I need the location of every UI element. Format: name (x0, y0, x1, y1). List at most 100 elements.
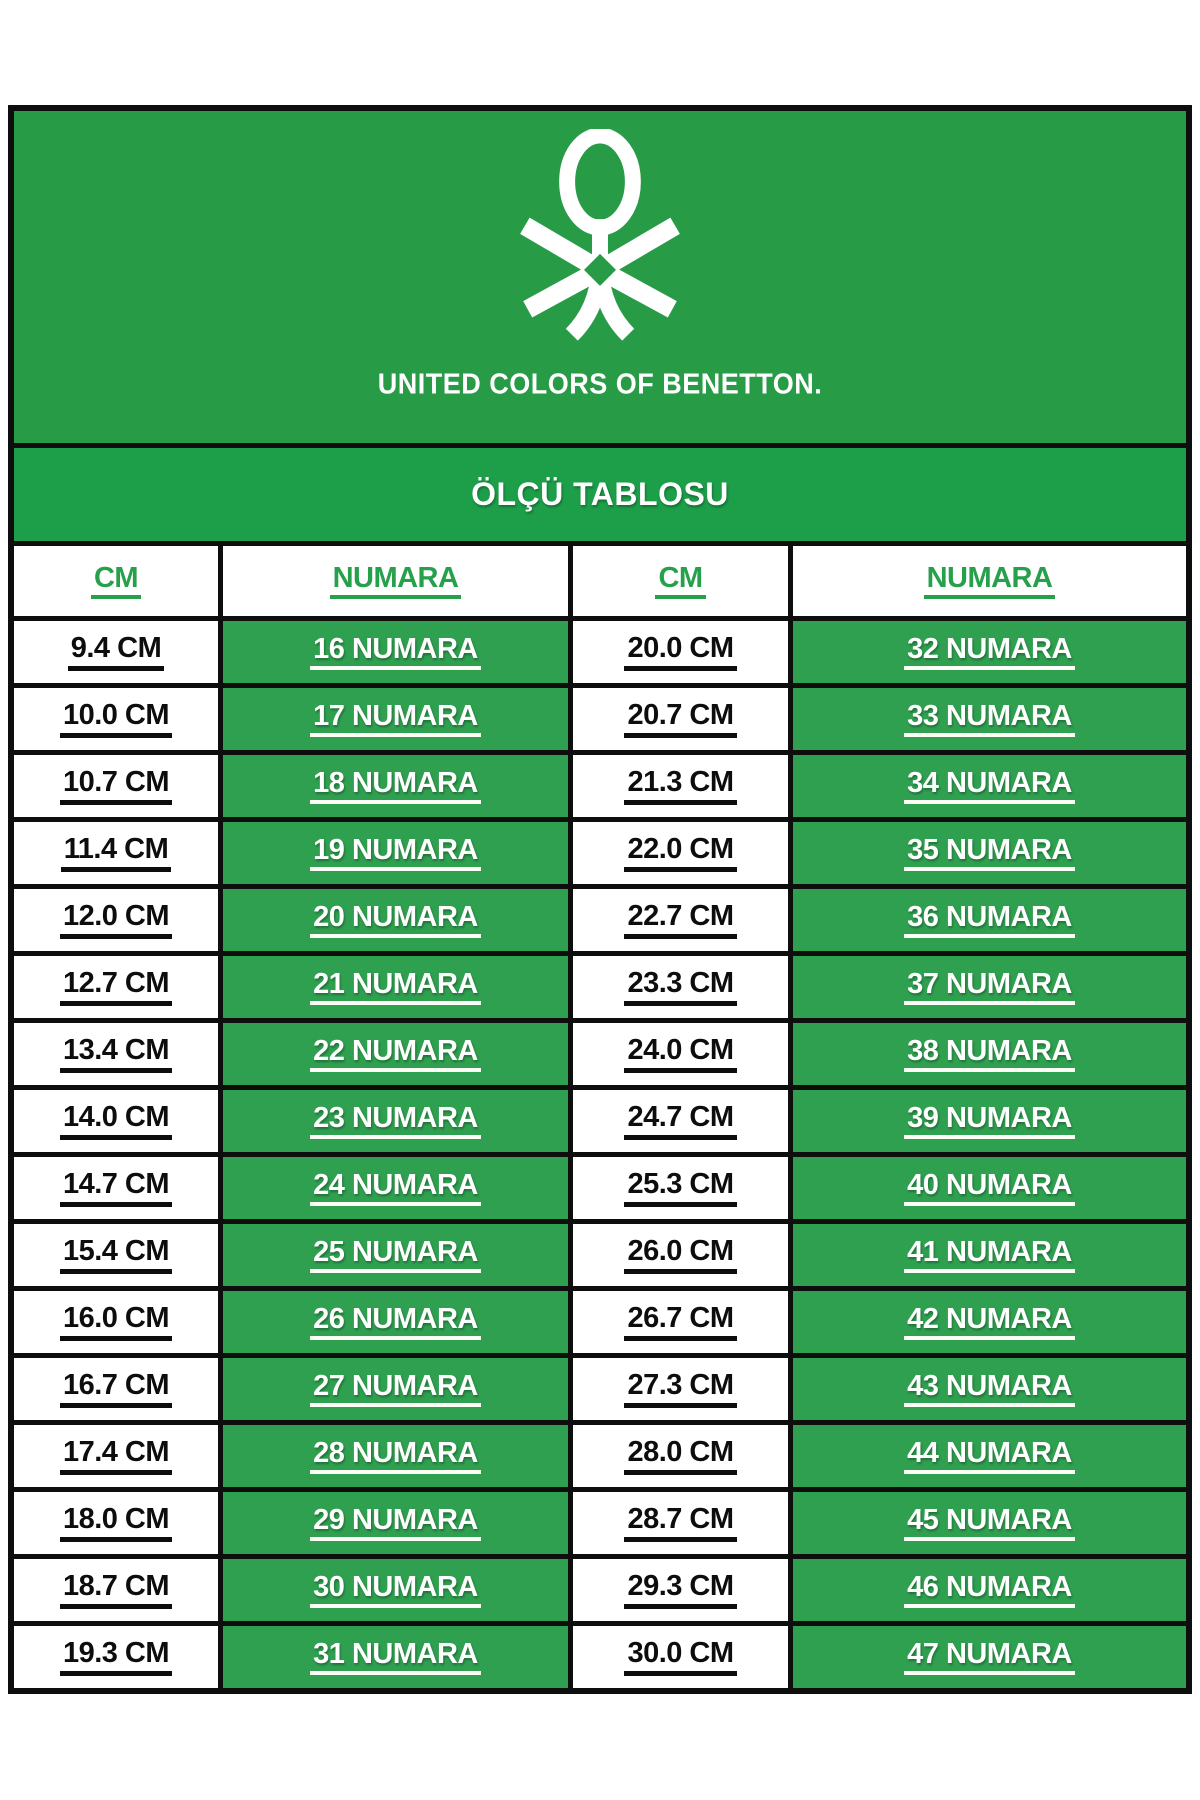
numara-value: 17 NUMARA (310, 700, 481, 738)
numara-value: 32 NUMARA (904, 633, 1075, 671)
column-header-label: NUMARA (923, 562, 1056, 600)
table-row: 14.0 CM 23 NUMARA 24.7 CM 39 NUMARA (14, 1090, 1186, 1152)
cm-cell: 15.4 CM (14, 1224, 218, 1286)
table-row: 10.7 CM 18 NUMARA 21.3 CM 34 NUMARA (14, 755, 1186, 817)
cm-value: 22.0 CM (624, 834, 737, 872)
table-row: 12.0 CM 20 NUMARA 22.7 CM 36 NUMARA (14, 889, 1186, 951)
brand-wordmark: UNITED COLORS OF BENETTON. (377, 368, 823, 400)
numara-cell: 41 NUMARA (793, 1224, 1186, 1286)
numara-value: 36 NUMARA (904, 901, 1075, 939)
numara-cell: 21 NUMARA (223, 956, 568, 1018)
cm-value: 18.0 CM (59, 1504, 173, 1542)
numara-cell: 28 NUMARA (223, 1425, 568, 1487)
cm-cell: 12.7 CM (14, 956, 218, 1018)
cm-cell: 25.3 CM (573, 1157, 788, 1219)
benetton-knot-icon (520, 129, 680, 341)
column-header-label: CM (655, 562, 706, 600)
numara-value: 40 NUMARA (904, 1169, 1075, 1207)
table-title: ÖLÇÜ TABLOSU (471, 476, 729, 512)
cm-cell: 28.7 CM (573, 1492, 788, 1554)
numara-cell: 43 NUMARA (793, 1358, 1186, 1420)
numara-value: 26 NUMARA (310, 1303, 481, 1341)
cm-value: 28.0 CM (624, 1437, 737, 1475)
cm-value: 25.3 CM (624, 1169, 737, 1207)
numara-cell: 27 NUMARA (223, 1358, 568, 1420)
column-header-numara-right: NUMARA (793, 546, 1186, 616)
cm-value: 11.4 CM (60, 834, 172, 872)
cm-cell: 10.7 CM (14, 755, 218, 817)
numara-value: 18 NUMARA (310, 767, 481, 805)
numara-cell: 20 NUMARA (223, 889, 568, 951)
numara-value: 28 NUMARA (310, 1437, 481, 1475)
cm-cell: 27.3 CM (573, 1358, 788, 1420)
numara-value: 45 NUMARA (904, 1504, 1075, 1542)
cm-value: 21.3 CM (624, 767, 737, 805)
table-row: 12.7 CM 21 NUMARA 23.3 CM 37 NUMARA (14, 956, 1186, 1018)
numara-cell: 44 NUMARA (793, 1425, 1186, 1487)
cm-value: 16.0 CM (59, 1303, 173, 1341)
numara-cell: 35 NUMARA (793, 822, 1186, 884)
numara-value: 25 NUMARA (310, 1236, 481, 1274)
numara-value: 41 NUMARA (904, 1236, 1075, 1274)
numara-cell: 31 NUMARA (223, 1626, 568, 1688)
cm-value: 26.7 CM (624, 1303, 737, 1341)
cm-cell: 16.0 CM (14, 1291, 218, 1353)
table-row: 11.4 CM 19 NUMARA 22.0 CM 35 NUMARA (14, 822, 1186, 884)
numara-cell: 40 NUMARA (793, 1157, 1186, 1219)
cm-cell: 30.0 CM (573, 1626, 788, 1688)
numara-value: 37 NUMARA (904, 968, 1075, 1006)
cm-cell: 12.0 CM (14, 889, 218, 951)
cm-value: 14.7 CM (59, 1169, 173, 1207)
numara-value: 19 NUMARA (310, 834, 481, 872)
numara-cell: 25 NUMARA (223, 1224, 568, 1286)
cm-value: 24.0 CM (624, 1035, 737, 1073)
numara-value: 47 NUMARA (904, 1638, 1075, 1676)
numara-cell: 33 NUMARA (793, 688, 1186, 750)
cm-cell: 9.4 CM (14, 621, 218, 683)
cm-value: 15.4 CM (59, 1236, 173, 1274)
numara-value: 20 NUMARA (310, 901, 481, 939)
cm-value: 12.7 CM (59, 968, 173, 1006)
cm-value: 16.7 CM (59, 1370, 173, 1408)
size-chart-panel: UNITED COLORS OF BENETTON. ÖLÇÜ TABLOSU … (8, 105, 1192, 1694)
cm-value: 13.4 CM (59, 1035, 173, 1073)
cm-cell: 20.7 CM (573, 688, 788, 750)
numara-cell: 46 NUMARA (793, 1559, 1186, 1621)
table-header-row: CM NUMARA CM NUMARA (14, 546, 1186, 616)
table-row: 10.0 CM 17 NUMARA 20.7 CM 33 NUMARA (14, 688, 1186, 750)
column-header-cm-right: CM (573, 546, 788, 616)
numara-value: 38 NUMARA (904, 1035, 1075, 1073)
numara-value: 43 NUMARA (904, 1370, 1075, 1408)
table-row: 16.0 CM 26 NUMARA 26.7 CM 42 NUMARA (14, 1291, 1186, 1353)
table-title-band: ÖLÇÜ TABLOSU (14, 448, 1186, 541)
numara-cell: 19 NUMARA (223, 822, 568, 884)
cm-cell: 17.4 CM (14, 1425, 218, 1487)
cm-cell: 20.0 CM (573, 621, 788, 683)
numara-cell: 39 NUMARA (793, 1090, 1186, 1152)
numara-cell: 34 NUMARA (793, 755, 1186, 817)
numara-value: 22 NUMARA (310, 1035, 481, 1073)
numara-value: 27 NUMARA (310, 1370, 481, 1408)
cm-cell: 26.7 CM (573, 1291, 788, 1353)
numara-cell: 42 NUMARA (793, 1291, 1186, 1353)
numara-value: 21 NUMARA (310, 968, 481, 1006)
cm-cell: 19.3 CM (14, 1626, 218, 1688)
table-row: 14.7 CM 24 NUMARA 25.3 CM 40 NUMARA (14, 1157, 1186, 1219)
cm-value: 20.7 CM (624, 700, 737, 738)
cm-value: 22.7 CM (624, 901, 737, 939)
table-row: 19.3 CM 31 NUMARA 30.0 CM 47 NUMARA (14, 1626, 1186, 1688)
numara-cell: 29 NUMARA (223, 1492, 568, 1554)
cm-value: 29.3 CM (624, 1571, 737, 1609)
cm-value: 26.0 CM (624, 1236, 737, 1274)
cm-cell: 29.3 CM (573, 1559, 788, 1621)
table-row: 9.4 CM 16 NUMARA 20.0 CM 32 NUMARA (14, 621, 1186, 683)
numara-cell: 32 NUMARA (793, 621, 1186, 683)
numara-cell: 36 NUMARA (793, 889, 1186, 951)
cm-cell: 18.0 CM (14, 1492, 218, 1554)
cm-value: 9.4 CM (67, 633, 165, 671)
numara-value: 30 NUMARA (310, 1571, 481, 1609)
numara-cell: 24 NUMARA (223, 1157, 568, 1219)
cm-cell: 24.0 CM (573, 1023, 788, 1085)
numara-cell: 16 NUMARA (223, 621, 568, 683)
cm-cell: 18.7 CM (14, 1559, 218, 1621)
